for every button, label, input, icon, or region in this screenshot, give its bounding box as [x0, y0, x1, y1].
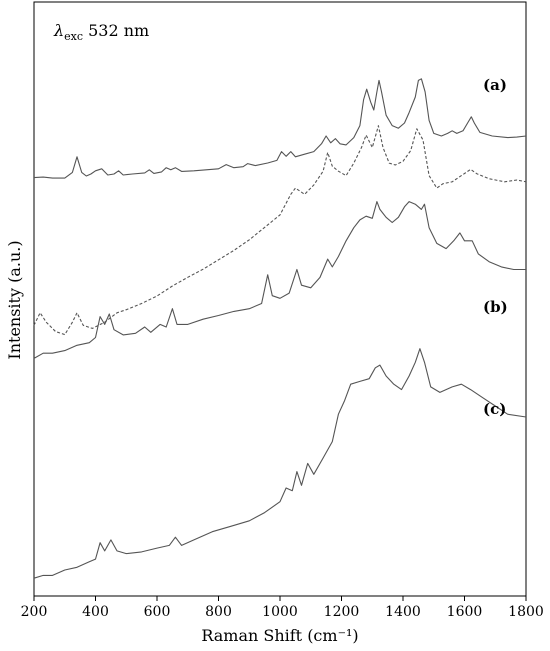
spectrum-line-1 — [33, 78, 527, 179]
spectrum-line-4 — [33, 348, 527, 579]
x-axis-tick-labels: 200 400 600 800 1000 1200 1400 1600 1800 — [21, 604, 544, 620]
spectra — [33, 78, 527, 579]
lambda-symbol: λ — [53, 21, 64, 40]
x-axis-ticks — [33, 596, 527, 601]
lambda-subscript: exc — [64, 30, 83, 43]
excitation-value: 532 nm — [83, 21, 149, 40]
spectrum-line-3 — [33, 201, 526, 359]
excitation-annotation: λexc 532 nm — [53, 21, 149, 43]
y-axis-title: Intensity (a.u.) — [5, 240, 24, 359]
x-tick-label-200: 200 — [21, 604, 48, 620]
plot-frame — [33, 1, 527, 597]
curve-label-3: (c) — [483, 400, 506, 418]
x-tick-label-1400: 1400 — [385, 604, 421, 620]
x-axis-title: Raman Shift (cm⁻¹) — [201, 626, 358, 645]
x-tick-label-1600: 1600 — [447, 604, 483, 620]
curve-label-1: (a) — [483, 76, 507, 94]
x-tick-label-1200: 1200 — [324, 604, 360, 620]
curve-label-2: (b) — [483, 298, 508, 316]
x-tick-label-600: 600 — [144, 604, 171, 620]
x-tick-label-400: 400 — [82, 604, 109, 620]
x-tick-label-800: 800 — [205, 604, 232, 620]
x-tick-label-1000: 1000 — [262, 604, 298, 620]
x-tick-label-1800: 1800 — [508, 604, 544, 620]
curve-labels: (a) (b) (c) — [483, 76, 508, 418]
spectrum-line-2 — [33, 125, 527, 336]
